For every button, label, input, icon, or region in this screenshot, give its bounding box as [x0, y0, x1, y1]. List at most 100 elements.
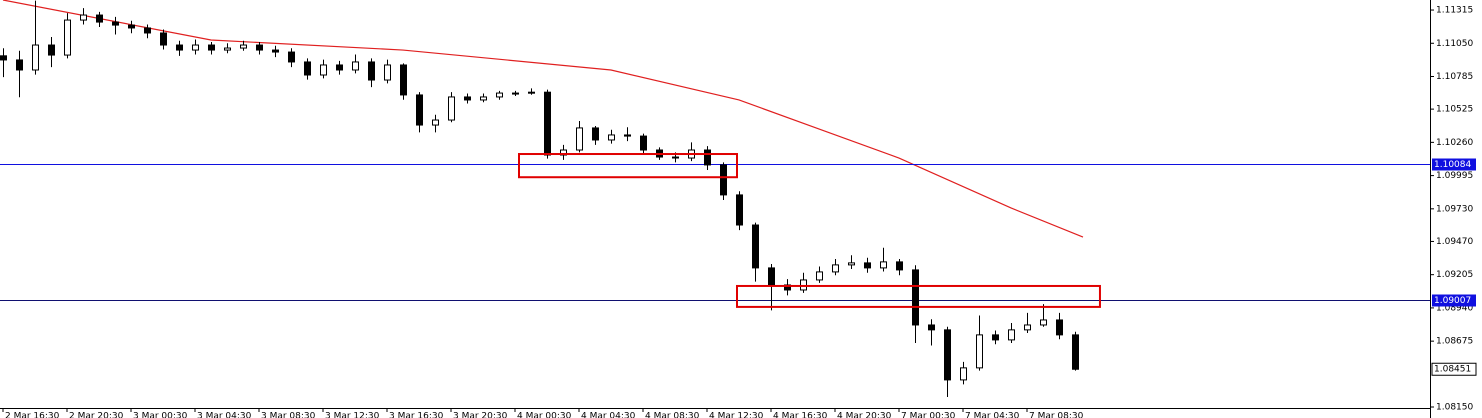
x-tick-label: 3 Mar 20:30 — [453, 412, 508, 418]
candle-body — [896, 261, 903, 271]
candle-body — [672, 156, 679, 159]
candle-body — [272, 49, 279, 53]
x-tick-label: 4 Mar 00:30 — [517, 412, 572, 418]
candle-body — [1056, 319, 1063, 336]
candle-body — [448, 96, 455, 121]
price-level-tag — [1432, 158, 1476, 171]
candle-body — [816, 271, 823, 281]
candle-body — [928, 324, 935, 331]
y-tick-label: 1.08940 — [1436, 303, 1473, 313]
candle-body — [800, 279, 807, 291]
x-tick-label: 4 Mar 04:30 — [581, 412, 636, 418]
candle-body — [208, 44, 215, 51]
y-tick-label: 1.10785 — [1436, 72, 1473, 82]
y-tick-label: 1.10260 — [1436, 138, 1473, 148]
candle-body — [464, 96, 471, 101]
x-tick-label: 3 Mar 04:30 — [197, 412, 252, 418]
zone-box — [518, 153, 738, 179]
candle-body — [32, 44, 39, 71]
y-tick-label: 1.09470 — [1436, 237, 1473, 247]
candle-body — [848, 262, 855, 266]
candle-body — [752, 224, 759, 269]
candle-body — [0, 55, 7, 61]
candle-body — [528, 91, 535, 94]
candle-body — [16, 59, 23, 71]
y-tick-label: 1.11050 — [1436, 39, 1473, 49]
candle-body — [416, 94, 423, 126]
candle-body — [768, 267, 775, 286]
candle-body — [112, 21, 119, 26]
x-tick-label: 3 Mar 08:30 — [261, 412, 316, 418]
candle-body — [512, 92, 519, 95]
candle-body — [912, 269, 919, 326]
candle-body — [48, 44, 55, 56]
y-tick-label: 1.09205 — [1436, 270, 1473, 280]
candle-body — [992, 334, 999, 341]
candle-body — [960, 367, 967, 381]
last-price-label: 1.08451 — [1434, 365, 1471, 375]
candle-body — [288, 51, 295, 63]
candle-body — [864, 262, 871, 269]
x-tick-label: 3 Mar 16:30 — [389, 412, 444, 418]
candle-body — [432, 119, 439, 126]
candle-body — [176, 44, 183, 51]
candle-body — [1040, 319, 1047, 326]
candle-body — [240, 44, 247, 49]
x-tick-label: 4 Mar 16:30 — [773, 412, 828, 418]
x-tick-label: 7 Mar 08:30 — [1029, 412, 1084, 418]
candle-body — [352, 61, 359, 71]
candle-body — [880, 261, 887, 269]
candle-body — [192, 44, 199, 51]
candle-body — [608, 134, 615, 141]
candle-body — [320, 64, 327, 76]
x-tick-label: 7 Mar 04:30 — [965, 412, 1020, 418]
candle-body — [160, 32, 167, 46]
last-price-tag — [1431, 362, 1477, 376]
x-tick-label: 7 Mar 00:30 — [901, 412, 956, 418]
candle-body — [128, 24, 135, 29]
x-tick-label: 2 Mar 20:30 — [69, 412, 124, 418]
y-tick-label: 1.08150 — [1436, 402, 1473, 412]
candle-body — [704, 149, 711, 166]
candle-body — [976, 334, 983, 369]
y-tick-label: 1.11315 — [1436, 6, 1473, 16]
candle-body — [304, 61, 311, 76]
candle-body — [560, 149, 567, 156]
candle-body — [624, 134, 631, 137]
candle-body — [224, 47, 231, 51]
price-level-label: 1.10084 — [1434, 160, 1471, 170]
candle-body — [720, 164, 727, 196]
candle-body — [1024, 324, 1031, 331]
price-level-label: 1.09007 — [1434, 296, 1471, 306]
y-tick-label: 1.10525 — [1436, 105, 1473, 115]
candle-body — [96, 14, 103, 23]
candle-body — [784, 284, 791, 291]
candle-body — [832, 264, 839, 273]
candle-body — [384, 64, 391, 81]
candle-body — [592, 127, 599, 141]
candle-body — [336, 64, 343, 71]
candle-body — [80, 14, 87, 21]
candle-body — [400, 64, 407, 96]
y-tick-label: 1.08675 — [1436, 337, 1473, 347]
x-tick-label: 2 Mar 16:30 — [5, 412, 60, 418]
y-tick-label: 1.09730 — [1436, 204, 1473, 214]
candle-body — [64, 19, 71, 56]
y-tick-label: 1.09995 — [1436, 171, 1473, 181]
price-level-tag — [1432, 294, 1476, 307]
candle-body — [944, 329, 951, 381]
candle-body — [256, 44, 263, 51]
x-tick-label: 3 Mar 12:30 — [325, 412, 380, 418]
candle-body — [496, 92, 503, 98]
zone-box — [736, 284, 1101, 308]
candle-body — [736, 194, 743, 226]
candle-body — [544, 91, 551, 156]
candle-body — [640, 135, 647, 151]
candle-body — [368, 61, 375, 81]
candle-body — [144, 27, 151, 34]
x-tick-label: 3 Mar 00:30 — [133, 412, 188, 418]
x-tick-label: 4 Mar 08:30 — [645, 412, 700, 418]
candle-body — [1008, 329, 1015, 341]
x-tick-label: 4 Mar 12:30 — [709, 412, 764, 418]
